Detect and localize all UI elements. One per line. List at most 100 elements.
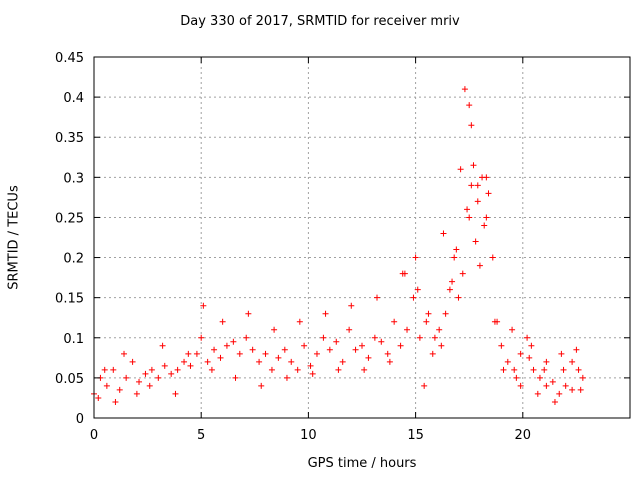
data-point (436, 326, 443, 333)
data-point (412, 254, 419, 261)
data-point (449, 278, 456, 285)
y-tick-label: 0.05 (55, 372, 84, 387)
data-point (243, 334, 250, 341)
data-point (198, 334, 205, 341)
data-point (326, 346, 333, 353)
data-point (573, 346, 580, 353)
data-point (446, 286, 453, 293)
data-point (307, 362, 314, 369)
x-axis-label: GPS time / hours (307, 456, 417, 471)
data-point (346, 326, 353, 333)
data-point (472, 238, 479, 245)
data-point (416, 334, 423, 341)
data-points (91, 86, 586, 405)
data-point (256, 358, 263, 365)
data-point (101, 366, 108, 373)
data-point (536, 374, 543, 381)
chart-title: Day 330 of 2017, SRMTID for receiver mri… (180, 14, 460, 29)
data-point (509, 326, 516, 333)
data-point (526, 354, 533, 361)
data-point (116, 386, 123, 393)
data-point (281, 346, 288, 353)
y-tick-label: 0.1 (63, 332, 84, 347)
data-point (491, 318, 498, 325)
data-point (230, 338, 237, 345)
data-point (339, 358, 346, 365)
data-point (359, 342, 365, 349)
data-point (320, 334, 327, 341)
axis-ticks: 0 0.05 0.1 0.15 0.2 0.25 0.3 0.35 0.4 0.45 0 5 10 15 2… (55, 51, 630, 443)
y-tick-label: 0.4 (63, 91, 84, 106)
data-point (404, 326, 411, 333)
data-point (245, 310, 252, 317)
data-point (288, 358, 295, 365)
data-point (181, 358, 188, 365)
data-point (262, 350, 269, 357)
data-point (474, 198, 481, 205)
data-point (481, 222, 488, 229)
data-point (468, 122, 475, 129)
x-tick-label: 0 (90, 428, 98, 443)
y-tick-label: 0.15 (55, 292, 84, 307)
data-point (451, 254, 458, 261)
data-point (479, 174, 486, 181)
data-point (504, 358, 511, 365)
data-point (455, 294, 462, 301)
data-point (136, 378, 143, 385)
plot-frame (93, 56, 631, 419)
data-point (442, 310, 449, 317)
data-point (161, 362, 168, 369)
data-point (558, 350, 565, 357)
data-point (517, 350, 524, 357)
data-point (123, 374, 130, 381)
y-tick-label: 0.35 (55, 131, 84, 146)
data-point (391, 318, 398, 325)
data-point (275, 354, 282, 361)
data-point (187, 362, 194, 369)
data-point (142, 370, 149, 377)
data-point (217, 354, 224, 361)
data-point (423, 318, 430, 325)
data-point (500, 366, 507, 373)
data-point (530, 366, 537, 373)
data-point (103, 382, 110, 389)
data-point (121, 350, 128, 357)
data-point (172, 390, 179, 397)
data-point (386, 358, 393, 365)
data-point (440, 230, 447, 237)
data-point (457, 166, 464, 173)
data-point (476, 262, 483, 269)
y-tick-label: 0 (76, 412, 84, 427)
data-point (271, 326, 278, 333)
data-point (498, 342, 505, 349)
data-point (466, 214, 473, 221)
data-point (148, 366, 155, 373)
data-point (528, 342, 535, 349)
data-point (112, 398, 119, 405)
data-point (577, 386, 584, 393)
data-point (489, 254, 496, 261)
data-point (466, 102, 473, 109)
data-point (483, 214, 490, 221)
data-point (296, 318, 303, 325)
data-point (579, 374, 586, 381)
data-point (543, 358, 550, 365)
data-point (511, 366, 518, 373)
data-point (322, 310, 329, 317)
y-tick-label: 0.2 (63, 252, 84, 267)
data-point (146, 382, 153, 389)
data-point (129, 358, 136, 365)
data-point (352, 346, 359, 353)
data-point (485, 190, 492, 197)
y-tick-label: 0.45 (55, 51, 84, 66)
data-point (301, 342, 308, 349)
data-point (429, 350, 436, 357)
data-point (459, 270, 466, 277)
y-tick-label: 0.25 (55, 211, 84, 226)
data-point (464, 206, 471, 213)
data-point (348, 302, 355, 309)
data-point (371, 334, 378, 341)
data-point (401, 270, 408, 277)
data-point (513, 374, 520, 381)
